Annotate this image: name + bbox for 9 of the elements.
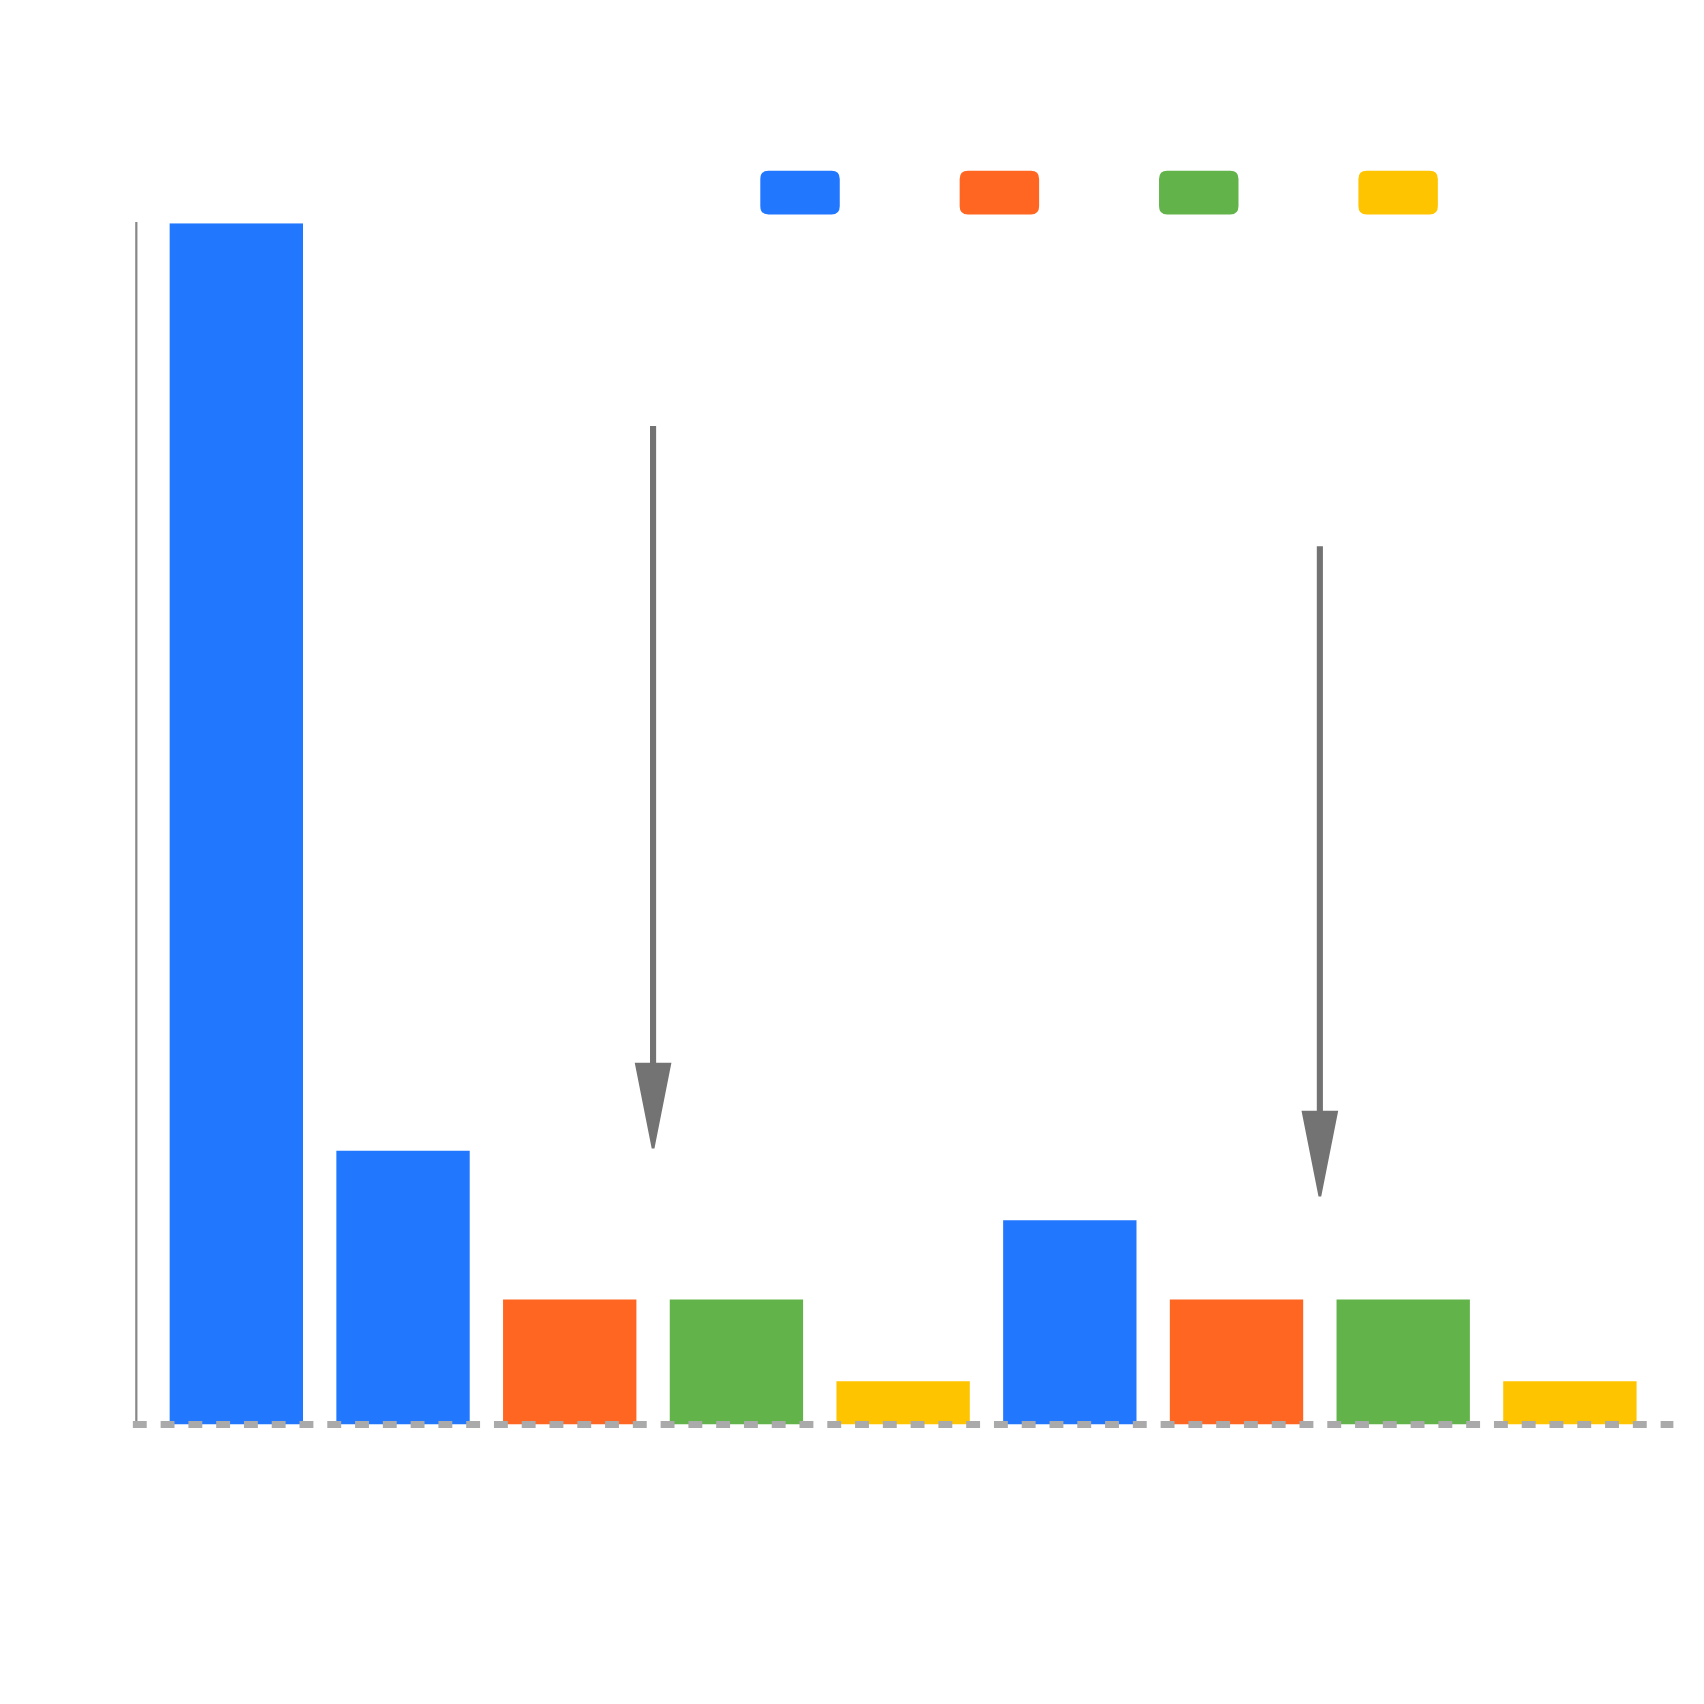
bar [1169, 1299, 1304, 1425]
bar [1003, 1220, 1137, 1425]
bar [336, 1150, 470, 1425]
bar [669, 1299, 804, 1425]
bar [169, 223, 304, 1425]
bar [1336, 1299, 1470, 1425]
bar [1503, 1381, 1637, 1425]
bar [836, 1381, 970, 1425]
bar [503, 1299, 637, 1425]
